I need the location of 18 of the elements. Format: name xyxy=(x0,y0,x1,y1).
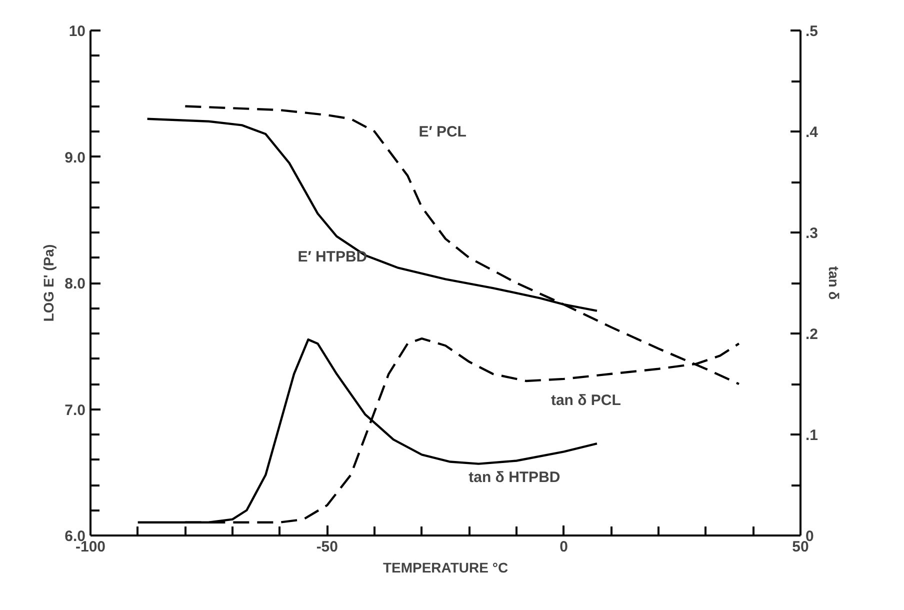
y2-tick-label: .1 xyxy=(806,427,818,444)
y-tick-label: 7.0 xyxy=(64,402,86,419)
series-label: E′ HTPBD xyxy=(298,248,368,266)
y2-tick-label: .4 xyxy=(806,124,819,141)
y2-tick-label: .5 xyxy=(806,23,818,40)
y-tick-label: 9.0 xyxy=(64,149,86,166)
series-label: tan δ HTPBD xyxy=(468,468,560,486)
y-tick-label: 10 xyxy=(68,23,86,40)
x-tick-label: -50 xyxy=(316,538,338,556)
y-tick-label: 8.0 xyxy=(64,276,86,292)
y2-tick-label: .2 xyxy=(806,326,818,343)
y2-tick-label: .3 xyxy=(806,225,818,242)
x-tick-label: 0 xyxy=(560,538,568,556)
x-axis-title: TEMPERATURE °C xyxy=(382,560,508,576)
series-label: tan δ PCL xyxy=(550,392,621,409)
y2-axis-title: tan δ xyxy=(826,266,842,300)
y-axis-title: LOG E' (Pa) xyxy=(40,244,57,322)
text: E′ PCL xyxy=(418,123,466,140)
